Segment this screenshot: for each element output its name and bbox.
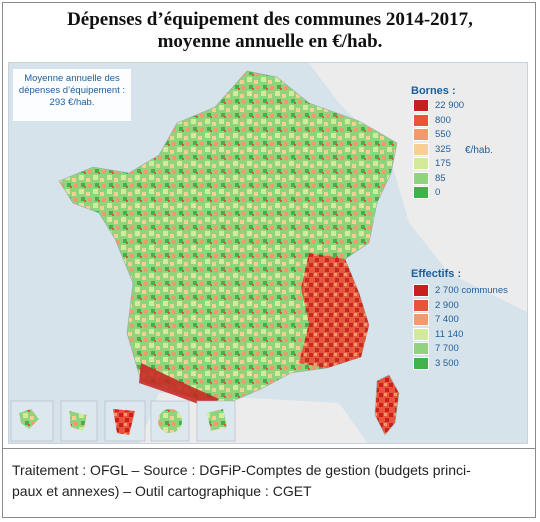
corsica	[374, 374, 400, 436]
legend-effectifs-row: 7 400	[413, 313, 459, 326]
legend-bornes-unit: €/hab.	[465, 145, 493, 156]
average-value: 293 €/hab.	[49, 97, 95, 108]
legend-bornes-row: 175	[413, 157, 451, 170]
legend-bornes-swatch	[413, 99, 429, 112]
legend-effectifs-label: 11 140	[435, 328, 464, 340]
legend-bornes-label: 550	[435, 129, 451, 140]
legend-bornes-row: 550	[413, 128, 451, 141]
legend-effectifs-label: 7 400	[435, 314, 459, 325]
legend-effectifs-swatch	[413, 313, 429, 326]
legend-bornes-label: 800	[435, 114, 451, 126]
legend-bornes-swatch	[413, 157, 429, 170]
legend-effectifs-row: 7 700	[413, 342, 459, 355]
figure-title: Dépenses d’équipement des communes 2014-…	[3, 9, 537, 53]
legend-bornes-swatch	[413, 186, 429, 199]
title-line-1: Dépenses d’équipement des communes 2014-…	[67, 9, 473, 30]
legend-effectifs-label: 2 700 communes	[435, 285, 508, 296]
source-caption: Traitement : OFGL – Source : DGFiP-Compt…	[12, 460, 524, 502]
legend-bornes-label: 22 900	[435, 100, 465, 111]
average-box: Moyenne annuelle des dépenses d’équipeme…	[13, 69, 131, 121]
legend-effectifs-row: 2 700 communes	[413, 284, 508, 297]
average-line-1: Moyenne annuelle des	[24, 73, 120, 84]
legend-bornes-row: 325	[413, 142, 451, 156]
southeast-high-spending	[299, 253, 369, 368]
legend-bornes-swatch	[413, 171, 429, 185]
neighbour-land-south	[139, 393, 368, 443]
pyrenees-high-spending	[139, 363, 219, 408]
legend-effectifs-label: 2 900	[435, 299, 459, 311]
legend-effectifs-label: 7 700	[435, 343, 459, 354]
legend-effectifs-row: 11 140	[413, 327, 464, 341]
legend-effectifs-title: Effectifs :	[411, 268, 462, 280]
legend-bornes-row: 800	[413, 113, 451, 127]
legend-effectifs-swatch	[413, 284, 429, 297]
legend-effectifs-swatch	[413, 327, 429, 341]
legend-bornes-row: 22 900	[413, 99, 464, 112]
legend-bornes-row: 0	[413, 186, 440, 199]
legend-bornes-label: 0	[435, 187, 441, 198]
legend-effectifs-swatch	[413, 342, 429, 355]
legend-bornes-label: 85	[435, 172, 446, 184]
caption-line-2: paux et annexes) – Outil cartographique …	[12, 483, 312, 499]
legend-effectifs-label: 3 500	[435, 357, 459, 369]
caption-separator	[2, 448, 536, 449]
map-area: Moyenne annuelle des dépenses d’équipeme…	[8, 62, 528, 444]
title-line-2: moyenne annuelle en €/hab.	[157, 31, 383, 52]
average-line-2: dépenses d’équipement :	[18, 85, 126, 96]
map-svg	[10, 63, 527, 443]
legend-effectifs-swatch	[413, 356, 429, 370]
legend-effectifs-swatch	[413, 298, 429, 312]
legend-effectifs-row: 2 900	[413, 298, 459, 312]
legend-bornes-swatch	[413, 142, 429, 156]
caption-line-1: Traitement : OFGL – Source : DGFiP-Compt…	[12, 462, 471, 478]
legend-bornes-label: 175	[435, 158, 451, 169]
legend-bornes-row: 85	[413, 171, 446, 185]
legend-bornes-swatch	[413, 113, 429, 127]
overseas-insets	[10, 400, 236, 442]
legend-bornes-label: 325	[435, 143, 451, 155]
legend-bornes-swatch	[413, 128, 429, 141]
legend-bornes-title: Bornes :	[411, 85, 456, 97]
legend-effectifs-row: 3 500	[413, 356, 459, 370]
